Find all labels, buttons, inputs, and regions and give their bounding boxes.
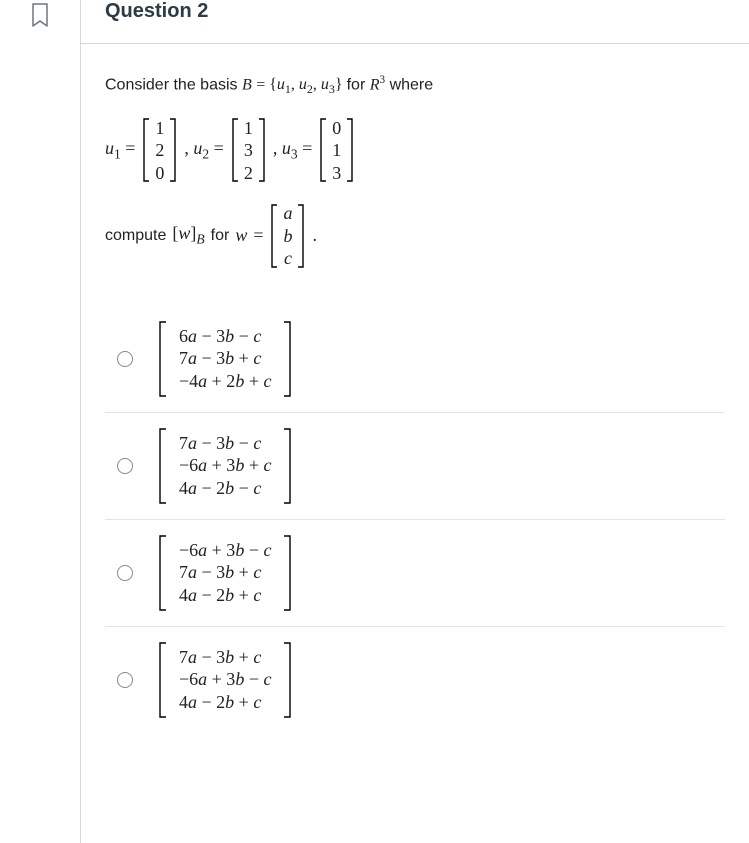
u1-sub: 1	[114, 147, 121, 162]
choice-1-vector: 6a − 3b − c 7a − 3b + c −4a + 2b + c	[157, 320, 293, 398]
radio-4[interactable]	[117, 672, 133, 688]
compute-line: compute [w]B for w = a b c .	[105, 202, 725, 270]
prompt-prefix: Consider the basis	[105, 76, 242, 93]
u3-e2: 3	[332, 162, 341, 185]
u3-sub: 3	[291, 147, 298, 162]
radio-2[interactable]	[117, 458, 133, 474]
w-e1: b	[283, 225, 292, 248]
choice-4-vector: 7a − 3b + c −6a + 3b − c 4a − 2b + c	[157, 641, 293, 719]
c1-r1: 7a − 3b + c	[179, 347, 261, 370]
page: Question 2 Consider the basis B = {u1, u…	[0, 0, 749, 843]
basis-symbol: B	[242, 76, 252, 93]
sub-B: B	[196, 232, 204, 247]
compute-mid: for	[211, 227, 230, 245]
u1-vector: 1 2 0	[141, 117, 178, 185]
answer-choices: 6a − 3b − c 7a − 3b + c −4a + 2b + c 7a …	[105, 306, 725, 733]
radio-1[interactable]	[117, 351, 133, 367]
c1-r2: −4a + 2b + c	[179, 370, 271, 393]
compute-prefix: compute	[105, 227, 166, 245]
c3-r0: −6a + 3b − c	[179, 539, 271, 562]
w-e0: a	[283, 202, 292, 225]
c2-r0: 7a − 3b − c	[179, 432, 261, 455]
space-exp: 3	[380, 74, 386, 86]
choice-2-vector: 7a − 3b − c −6a + 3b + c 4a − 2b − c	[157, 427, 293, 505]
u1-e1: 2	[155, 139, 164, 162]
u2-vector: 1 3 2	[230, 117, 267, 185]
basis-vectors: u1 = 1 2 0 , u2 = 1 3 2 , u3	[105, 117, 725, 185]
bookmark-icon[interactable]	[28, 2, 52, 35]
choice-3-vector: −6a + 3b − c 7a − 3b + c 4a − 2b + c	[157, 534, 293, 612]
u2-sub: 2	[202, 147, 209, 162]
u3-e1: 1	[332, 139, 341, 162]
c4-r0: 7a − 3b + c	[179, 646, 261, 669]
space-R: R	[370, 76, 380, 93]
c3-r2: 4a − 2b + c	[179, 584, 261, 607]
w-e2: c	[284, 247, 292, 270]
choice-4[interactable]: 7a − 3b + c −6a + 3b − c 4a − 2b + c	[105, 627, 725, 733]
u3-vector: 0 1 3	[318, 117, 355, 185]
c4-r1: −6a + 3b − c	[179, 668, 271, 691]
u1-e0: 1	[155, 117, 164, 140]
c1-r0: 6a − 3b − c	[179, 325, 261, 348]
prompt-mid: for	[347, 76, 370, 93]
c2-r2: 4a − 2b − c	[179, 477, 261, 500]
choice-2[interactable]: 7a − 3b − c −6a + 3b + c 4a − 2b − c	[105, 413, 725, 520]
c4-r2: 4a − 2b + c	[179, 691, 261, 714]
choice-1[interactable]: 6a − 3b − c 7a − 3b + c −4a + 2b + c	[105, 306, 725, 413]
eq-sign: =	[256, 76, 269, 93]
u2-e1: 3	[244, 139, 253, 162]
compute-var: w	[235, 225, 247, 246]
u3-label: u	[282, 138, 291, 158]
basis-set: {u1, u2, u3}	[269, 76, 346, 93]
radio-3[interactable]	[117, 565, 133, 581]
u3-e0: 0	[332, 117, 341, 140]
u2-e0: 1	[244, 117, 253, 140]
divider	[81, 43, 749, 44]
u2-e2: 2	[244, 162, 253, 185]
w-vector: a b c	[269, 202, 306, 270]
question-title: Question 2	[105, 0, 725, 43]
question-prompt: Consider the basis B = {u1, u2, u3} for …	[105, 72, 725, 99]
question-panel: Question 2 Consider the basis B = {u1, u…	[80, 0, 749, 843]
prompt-suffix: where	[390, 76, 434, 93]
compute-eq: =	[253, 225, 263, 246]
left-gutter	[0, 0, 80, 35]
u1-label: u	[105, 138, 114, 158]
c3-r1: 7a − 3b + c	[179, 561, 261, 584]
u1-e2: 0	[155, 162, 164, 185]
c2-r1: −6a + 3b + c	[179, 454, 271, 477]
choice-3[interactable]: −6a + 3b − c 7a − 3b + c 4a − 2b + c	[105, 520, 725, 627]
period: .	[312, 225, 317, 246]
w-sym: w	[178, 223, 190, 243]
